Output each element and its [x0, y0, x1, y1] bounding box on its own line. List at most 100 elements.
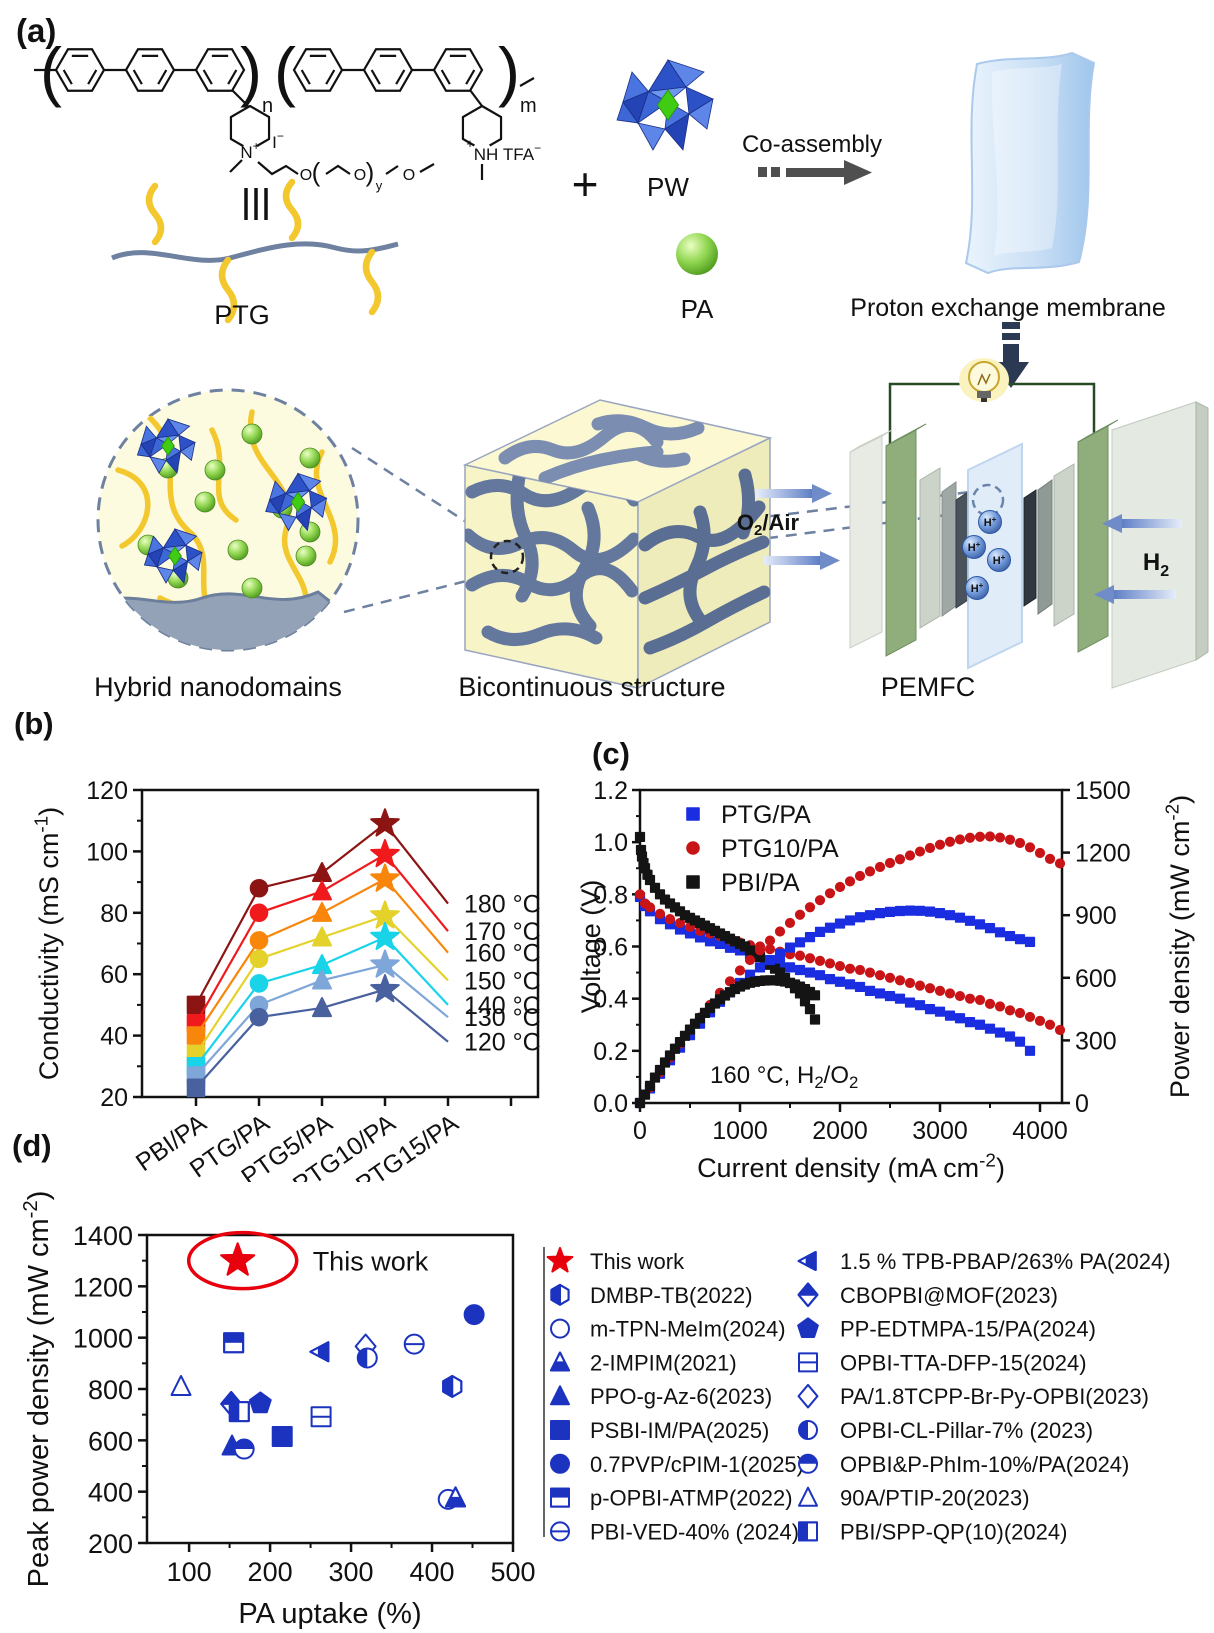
circle-marker — [844, 963, 856, 974]
d-legend-item: 1.5 % TPB-PBAP/263% PA(2024) — [797, 1249, 1171, 1274]
circle-marker — [1014, 1007, 1026, 1019]
caption-bicontinuous-structure: Bicontinuous structure — [458, 672, 725, 702]
square-marker — [834, 918, 846, 929]
circle-marker — [954, 990, 966, 1002]
circle-marker — [1044, 1019, 1056, 1030]
b-series-label: 170 °C — [464, 918, 541, 946]
d-legend-label: PBI-VED-40% (2024) — [590, 1519, 799, 1544]
d-legend-label: DMBP-TB(2022) — [590, 1283, 753, 1308]
b-series-160°C: 160 °C — [186, 863, 541, 1045]
peg-repeat-y: y — [376, 178, 383, 193]
d-point-1 — [442, 1374, 463, 1398]
d-point-7 — [223, 1332, 245, 1354]
d-legend-item: m-TPN-MeIm(2024) — [550, 1317, 786, 1342]
circle-marker — [1054, 1024, 1066, 1036]
b-series-label: 160 °C — [464, 940, 541, 968]
square-marker — [186, 1026, 206, 1045]
circle-marker — [1004, 1005, 1016, 1016]
d-legend-item: This work — [546, 1246, 685, 1274]
c-left-tick: 0.4 — [593, 986, 628, 1014]
d-point-5 — [271, 1425, 293, 1447]
pw-cluster-icon — [136, 418, 196, 474]
d-point-this-work — [220, 1242, 256, 1276]
d-point-9 — [309, 1341, 330, 1363]
c-x-tick: 4000 — [1012, 1117, 1068, 1145]
diamond-open-marker — [797, 1383, 819, 1409]
circle-marker — [814, 955, 826, 966]
circle-marker — [774, 926, 786, 937]
bracket: ) — [240, 34, 262, 108]
panel-b-label: (b) — [14, 706, 54, 741]
square-marker — [754, 962, 766, 973]
square-marker — [954, 1013, 966, 1024]
c-left-tick: 0.0 — [593, 1090, 628, 1118]
triangle-marker — [312, 880, 332, 901]
d-y-axis-label: Peak power density (mW cm-2) — [20, 1191, 55, 1588]
d-x-tick: 500 — [490, 1557, 535, 1587]
d-legend-label: PA/1.8TCPP-Br-Py-OPBI(2023) — [840, 1384, 1149, 1409]
circle-marker — [764, 944, 776, 955]
c-x-tick: 0 — [633, 1117, 647, 1145]
circle-marker — [794, 909, 806, 920]
circle-marker — [1024, 1011, 1036, 1023]
bicontinuous-cube — [462, 399, 773, 690]
d-point-12 — [310, 1406, 332, 1428]
circle-marker — [884, 972, 896, 983]
d-legend-label: 90A/PTIP-20(2023) — [840, 1486, 1030, 1511]
circle-marker — [1014, 837, 1026, 849]
d-legend-label: PSBI-IM/PA(2025) — [590, 1418, 769, 1443]
circle-marker — [934, 985, 946, 996]
square-marker — [1024, 1045, 1036, 1056]
circle-marker — [944, 836, 956, 847]
b-series-180°C: 180 °C — [186, 808, 541, 1015]
d-legend-label: PBI/SPP-QP(10)(2024) — [840, 1519, 1067, 1544]
ptg-chains — [115, 409, 339, 625]
c-annotation: 160 °C, H2/O2 — [710, 1062, 858, 1092]
d-legend-item: PP-EDTMPA-15/PA(2024) — [797, 1317, 1096, 1342]
this-work-ellipse — [186, 1230, 299, 1291]
square-marker — [964, 915, 976, 926]
d-y-tick: 400 — [88, 1478, 133, 1508]
ptg-cartoon — [111, 178, 399, 324]
bracket: ( — [274, 34, 296, 108]
b-series-120°C: 120 °C — [186, 974, 541, 1098]
circle-marker — [964, 993, 976, 1004]
d-legend-item: 90A/PTIP-20(2023) — [798, 1486, 1030, 1511]
square-marker — [686, 807, 700, 821]
triangle-open-marker — [170, 1374, 192, 1396]
c-left-axis-label: Voltage (V) — [576, 880, 606, 1014]
diamond-top-marker — [797, 1282, 819, 1296]
diamond-top-marker — [797, 1282, 819, 1308]
d-x-axis-label: PA uptake (%) — [238, 1598, 421, 1630]
bracket: ( — [312, 157, 321, 187]
square-marker — [874, 988, 886, 999]
c-left-tick: 1.0 — [593, 829, 628, 857]
pa-label: PA — [681, 294, 714, 324]
b-y-axis-label: Conductivity (mS cm-1) — [32, 807, 64, 1080]
ether-O: O — [354, 167, 366, 184]
proton-icons: H+ H+ H+ H+ — [962, 510, 1011, 600]
c-right-axis-label: Power density (mW cm-2) — [1163, 795, 1195, 1098]
c-series-PBI/PA-power — [634, 975, 821, 1109]
d-legend-label: OPBI&P-PhIm-10%/PA(2024) — [840, 1452, 1129, 1477]
left-triangle-marker — [797, 1251, 817, 1271]
ammonium-N: N+ — [240, 139, 259, 162]
star-marker — [370, 949, 400, 978]
circle-marker — [834, 960, 846, 972]
square-marker — [934, 908, 946, 919]
square-marker — [824, 922, 836, 933]
star-marker — [370, 974, 400, 1003]
square-marker — [834, 976, 846, 987]
ether-O: O — [403, 167, 415, 184]
d-point-8 — [403, 1333, 425, 1355]
d-point-11 — [248, 1391, 272, 1414]
circle-marker — [884, 857, 896, 869]
d-y-tick: 1000 — [73, 1324, 133, 1354]
circle-marker — [874, 970, 886, 981]
d-y-tick: 200 — [88, 1529, 133, 1559]
square-marker — [186, 995, 206, 1015]
c-x-axis-label: Current density (mA cm-2) — [697, 1151, 1005, 1183]
d-legend-item: PBI-VED-40% (2024) — [550, 1519, 799, 1544]
square-marker — [686, 875, 700, 889]
